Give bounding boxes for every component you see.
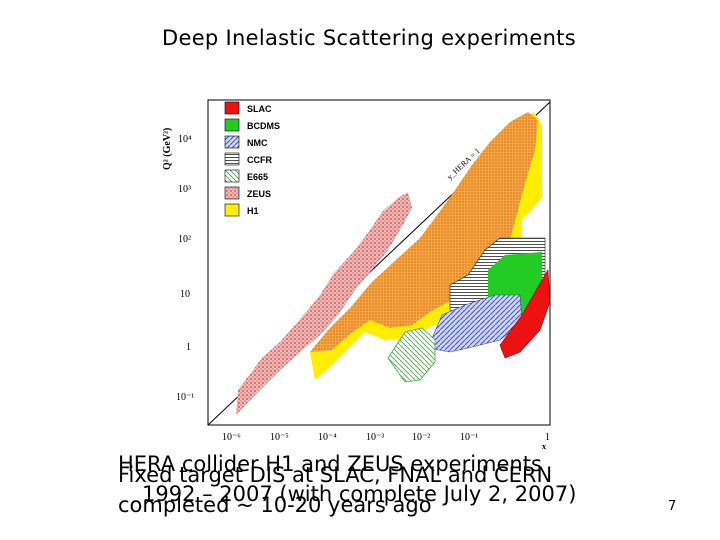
legend-swatch-e665 — [224, 169, 240, 183]
legend-label-h1: H1 — [247, 206, 259, 216]
caption-fixed-line1: Fixed target DIS at SLAC, FNAL and CERN — [118, 463, 553, 487]
legend-swatch-bcdms — [224, 118, 240, 132]
y-tick-label: 10⁴ — [178, 134, 192, 145]
x-tick-label: 10⁻⁶ — [222, 432, 241, 443]
legend-label-slac: SLAC — [247, 104, 272, 114]
legend-swatch-slac — [224, 101, 240, 115]
x-tick-label: 10⁻⁴ — [318, 432, 337, 443]
nmc-region — [427, 294, 523, 353]
dis-kinematic-plane-figure: Q² (GeV²) 10⁴ 10³ 10² 10 1 10⁻¹ 10⁻⁶ 10⁻… — [150, 90, 570, 451]
y-tick-label: 10⁻¹ — [176, 392, 194, 403]
x-tick-label: 10⁻³ — [366, 432, 384, 443]
legend-swatch-zeus — [224, 186, 240, 200]
y-tick-label: 1 — [186, 342, 191, 353]
y-tick-label: 10² — [178, 234, 191, 245]
x-tick-label: 1 — [545, 432, 550, 443]
caption-fixed-line2: completed ~ 10-20 years ago — [118, 493, 432, 517]
caption-hera-line2: 1992 – 2007 (with complete July 2, 2007) — [142, 482, 577, 506]
legend-swatch-h1 — [224, 203, 240, 217]
plot-frame — [207, 99, 551, 426]
x-axis-label: x — [542, 442, 546, 450]
legend: SLAC BCDMS NMC CCFR E665 ZEUS H1 — [224, 101, 280, 217]
legend-label-e665: E665 — [247, 172, 268, 182]
x-tick-label: 10⁻¹ — [460, 432, 478, 443]
slide-title: Deep Inelastic Scattering experiments — [162, 26, 576, 50]
e665-region — [387, 327, 436, 383]
orange-overlap-region — [310, 112, 538, 352]
legend-label-ccfr: CCFR — [247, 155, 272, 165]
y-axis-label: Q² (GeV²) — [162, 128, 173, 170]
legend-label-nmc: NMC — [247, 138, 268, 148]
slac-region — [499, 269, 551, 359]
y-tick-label: 10³ — [178, 184, 191, 195]
y-tick-label: 10 — [180, 289, 190, 300]
caption-hera-line1: HERA collider H1 and ZEUS experiments — [118, 452, 542, 476]
x-tick-label: 10⁻² — [412, 432, 430, 443]
legend-swatch-nmc — [224, 135, 240, 149]
page-number: 7 — [668, 499, 677, 514]
x-tick-label: 10⁻⁵ — [270, 432, 289, 443]
zeus-region — [236, 192, 412, 415]
legend-swatch-ccfr — [224, 152, 240, 166]
legend-label-zeus: ZEUS — [247, 189, 271, 199]
legend-label-bcdms: BCDMS — [247, 121, 280, 131]
